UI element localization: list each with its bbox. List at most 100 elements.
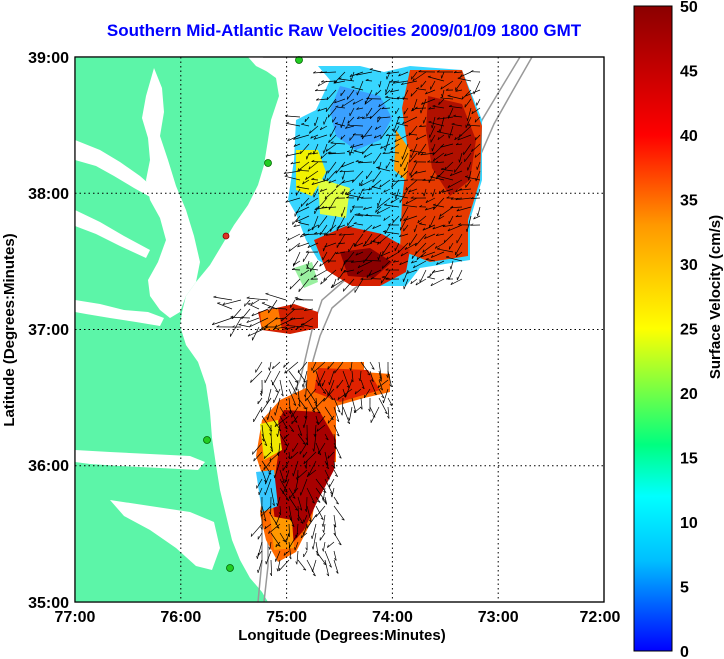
velocity-arrow xyxy=(476,161,481,170)
velocity-arrow-head xyxy=(283,364,285,368)
plot-frame xyxy=(74,56,605,603)
velocity-arrow xyxy=(315,505,326,518)
velocity-arrow xyxy=(322,379,326,387)
velocity-arrow-head xyxy=(346,196,350,199)
velocity-arrow-head xyxy=(341,176,344,180)
velocity-arrow-head xyxy=(251,313,254,317)
velocity-arrow-head xyxy=(268,546,271,550)
velocity-arrow-head xyxy=(311,535,313,539)
velocity-arrow-head xyxy=(355,252,358,256)
velocity-arrow-head xyxy=(244,303,246,307)
albemarle-sound xyxy=(75,450,205,470)
velocity-arrow xyxy=(345,379,353,397)
velocity-arrow xyxy=(347,215,355,226)
velocity-arrow xyxy=(423,188,427,197)
velocity-arrow xyxy=(324,406,334,420)
velocity-arrow-head xyxy=(402,121,405,125)
velocity-arrow xyxy=(437,134,445,141)
velocity-arrow xyxy=(450,170,463,177)
velocity-arrow-head xyxy=(425,258,429,260)
velocity-arrow-head xyxy=(386,256,389,260)
velocity-arrow xyxy=(378,98,391,108)
velocity-arrow-head xyxy=(327,366,329,370)
velocity-arrow-head xyxy=(295,387,298,391)
velocity-arrow-head xyxy=(300,534,303,538)
velocity-arrow-head xyxy=(276,568,279,572)
velocity-arrow-head xyxy=(458,159,460,163)
velocity-arrow xyxy=(341,179,355,184)
velocity-arrow-head xyxy=(400,174,403,178)
velocity-arrow xyxy=(284,361,299,374)
radar-stations xyxy=(203,56,303,572)
velocity-arrow xyxy=(325,98,337,112)
velocity-arrow-head xyxy=(352,179,354,183)
velocity-arrow-head xyxy=(372,226,375,229)
velocity-arrow xyxy=(261,433,268,446)
velocity-arrow-head xyxy=(381,265,384,269)
velocity-arrow xyxy=(450,278,463,286)
velocity-arrow xyxy=(389,151,400,154)
velocity-arrow xyxy=(353,223,364,226)
velocity-arrow xyxy=(312,532,317,550)
velocity-arrow-head xyxy=(297,475,299,479)
velocity-arrow-head xyxy=(293,262,296,266)
velocity-arrow-head xyxy=(324,501,328,505)
velocity-arrow-head xyxy=(378,84,380,88)
velocity-arrow-head xyxy=(335,502,339,505)
velocity-arrow-head xyxy=(380,145,383,149)
velocity-arrow xyxy=(288,388,297,406)
velocity-arrow-head xyxy=(363,259,365,263)
velocity-arrow-head xyxy=(230,315,234,318)
x-tick-label: 77:00 xyxy=(55,609,96,626)
velocity-arrow xyxy=(369,379,377,395)
velocity-arrow-head xyxy=(368,408,371,412)
velocity-arrow xyxy=(284,175,301,181)
velocity-arrow xyxy=(381,269,391,284)
velocity-arrow xyxy=(291,415,299,425)
velocity-arrow-head xyxy=(319,70,323,74)
potomac-river xyxy=(75,140,156,198)
velocity-arrow-head xyxy=(320,517,324,520)
velocity-arrow xyxy=(455,80,463,91)
velocity-arrow xyxy=(302,179,310,185)
velocity-arrow xyxy=(438,98,445,106)
velocity-arrow xyxy=(436,131,454,136)
velocity-arrow xyxy=(333,442,342,459)
velocity-arrow-head xyxy=(443,153,447,157)
velocity-arrow xyxy=(362,143,373,155)
velocity-arrow xyxy=(365,80,373,82)
velocity-arrow-head xyxy=(391,184,393,188)
velocity-arrow-head xyxy=(333,446,337,449)
velocity-arrow xyxy=(288,532,299,549)
velocity-arrow xyxy=(447,224,463,232)
velocity-arrow-head xyxy=(317,500,321,503)
velocity-arrow xyxy=(342,170,346,180)
velocity-arrow-head xyxy=(313,71,316,74)
velocity-arrow xyxy=(380,125,391,140)
velocity-arrow-head xyxy=(390,200,393,204)
velocity-arrow-head xyxy=(455,214,459,218)
velocity-arrow-head xyxy=(335,196,339,199)
velocity-arrow xyxy=(407,269,418,274)
velocity-arrow xyxy=(311,523,317,539)
velocity-arrow xyxy=(288,370,298,383)
velocity-arrow-head xyxy=(415,251,417,255)
velocity-arrow xyxy=(465,89,481,97)
velocity-arrow xyxy=(261,317,278,330)
velocity-arrow-head xyxy=(338,456,342,459)
velocity-arrow-head xyxy=(322,529,325,533)
velocity-arrow xyxy=(308,152,319,155)
james-river xyxy=(75,300,164,326)
velocity-arrow xyxy=(302,251,310,262)
velocity-arrow xyxy=(313,134,328,140)
velocity-arrow-head xyxy=(308,519,312,523)
velocity-arrow xyxy=(463,143,472,155)
velocity-arrow xyxy=(326,89,337,101)
velocity-arrow xyxy=(253,451,263,462)
velocity-arrow xyxy=(279,379,284,397)
velocity-arrow xyxy=(319,532,326,541)
velocity-arrow xyxy=(334,361,344,374)
velocity-arrow xyxy=(378,397,388,415)
velocity-arrow-head xyxy=(328,152,332,155)
velocity-arrow xyxy=(297,514,304,524)
